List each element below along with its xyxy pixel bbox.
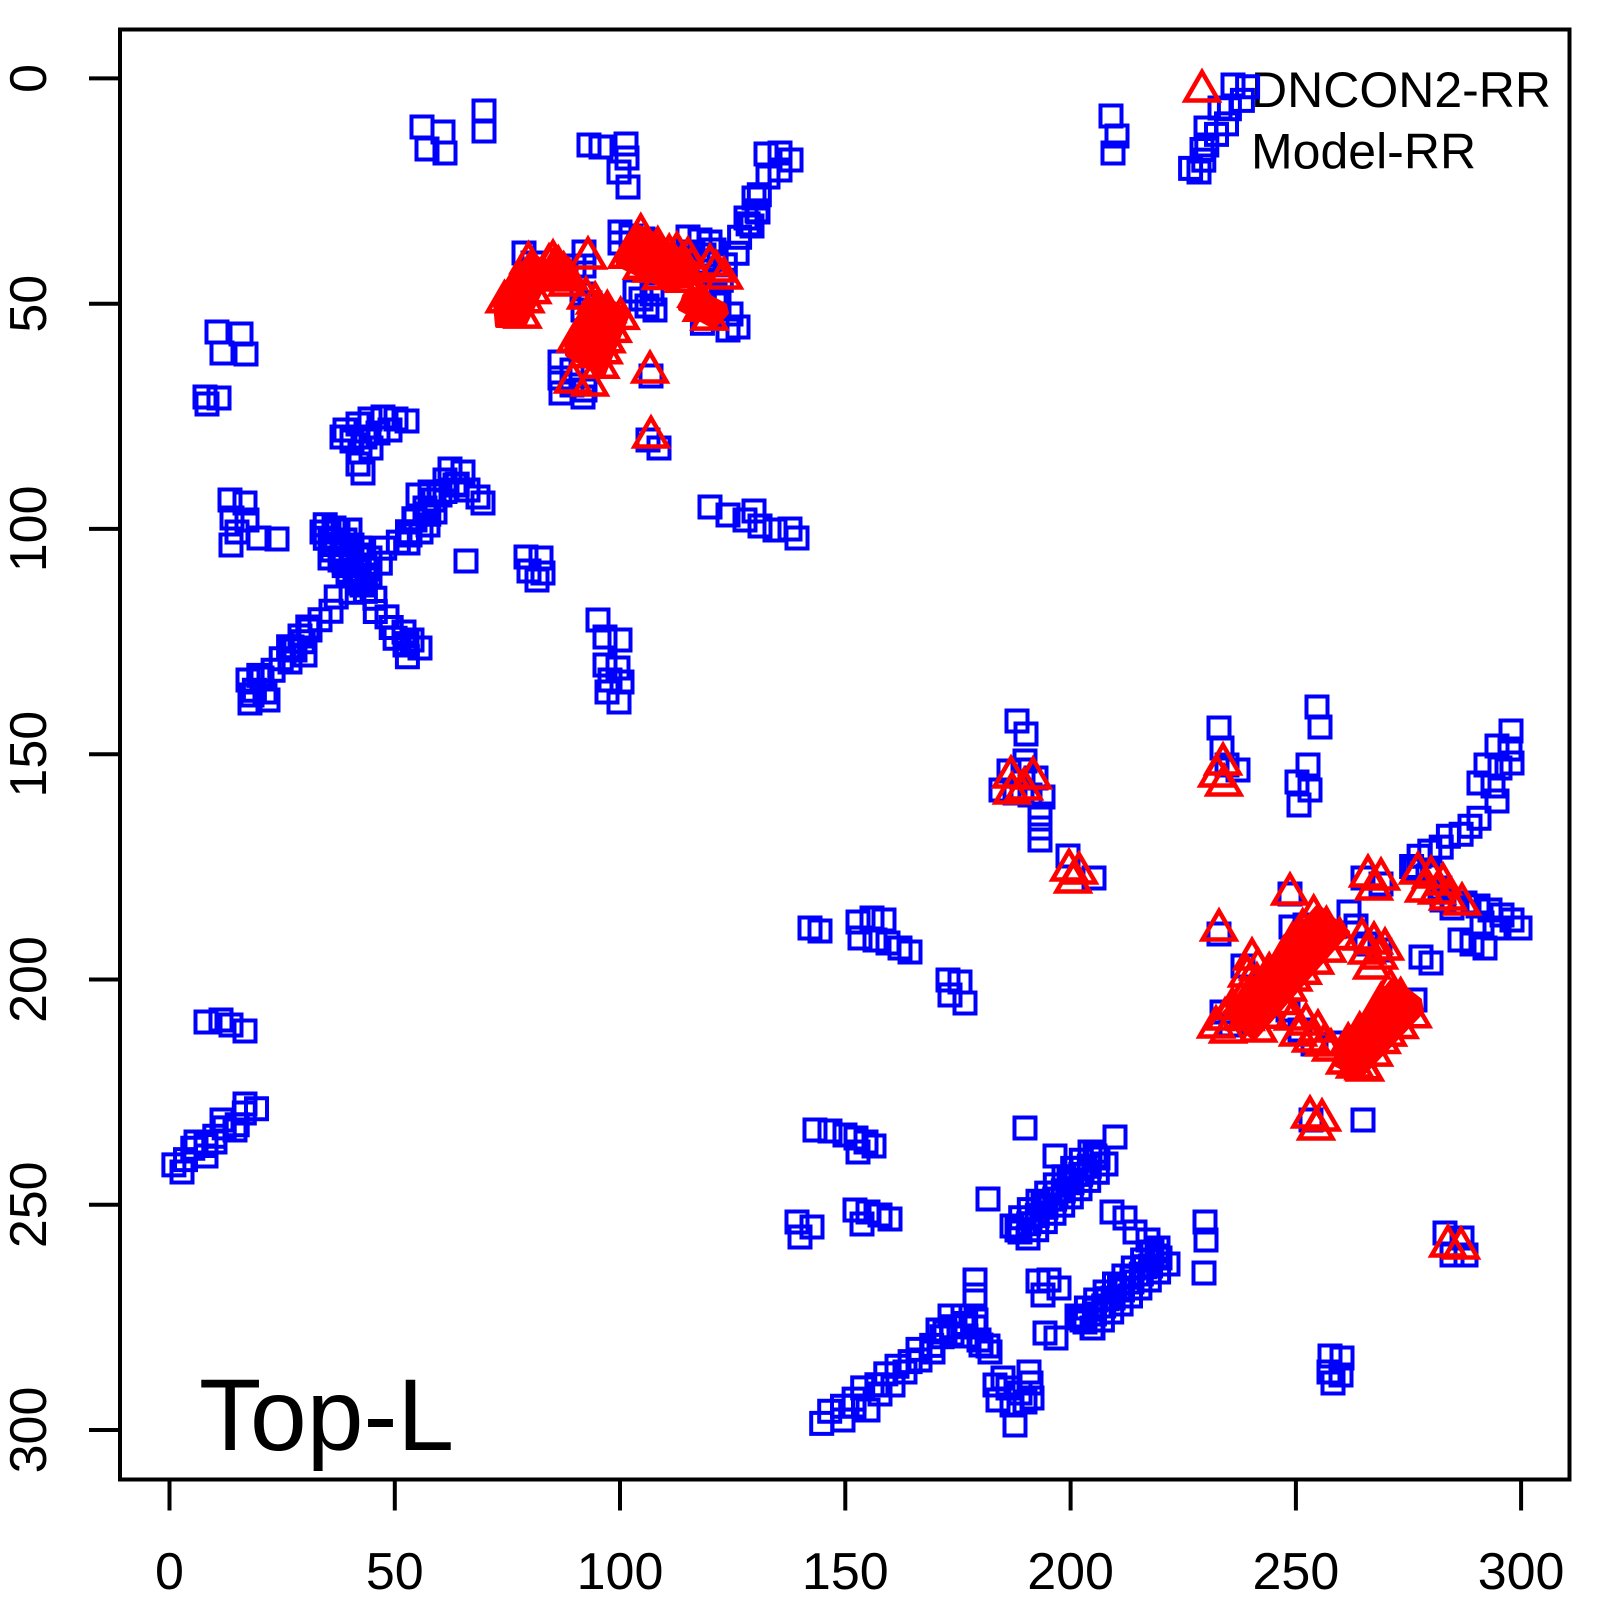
svg-text:200: 200 <box>0 936 58 1023</box>
svg-text:300: 300 <box>0 1387 58 1474</box>
svg-text:DNCON2-RR: DNCON2-RR <box>1251 62 1551 118</box>
svg-text:250: 250 <box>1253 1543 1340 1600</box>
svg-text:200: 200 <box>1027 1543 1114 1600</box>
svg-text:250: 250 <box>0 1161 58 1248</box>
svg-text:Top-L: Top-L <box>199 1358 454 1472</box>
svg-text:100: 100 <box>577 1543 664 1600</box>
svg-text:150: 150 <box>0 711 58 798</box>
svg-text:50: 50 <box>0 275 58 333</box>
svg-text:Model-RR: Model-RR <box>1251 124 1476 180</box>
svg-text:100: 100 <box>0 486 58 573</box>
svg-text:50: 50 <box>366 1543 424 1600</box>
svg-text:150: 150 <box>802 1543 889 1600</box>
svg-text:0: 0 <box>0 64 58 93</box>
svg-text:300: 300 <box>1478 1543 1565 1600</box>
svg-text:0: 0 <box>155 1543 184 1600</box>
